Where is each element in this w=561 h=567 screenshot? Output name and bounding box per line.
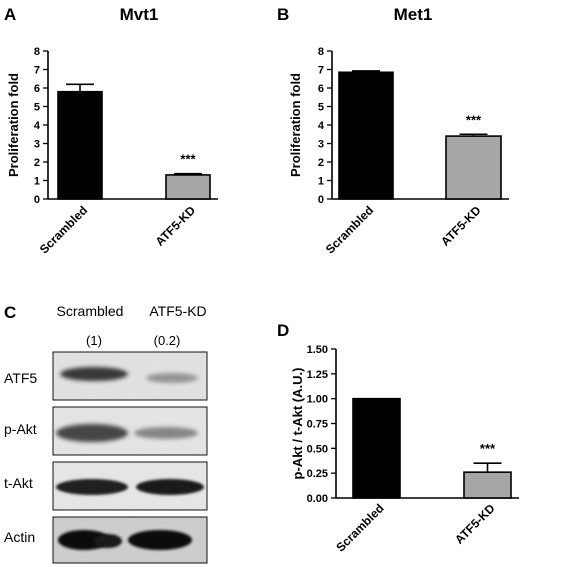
blot-row-takt: t-Akt xyxy=(4,475,33,491)
bar-mvt1-0-1 xyxy=(165,174,211,200)
panel-label-a: A xyxy=(4,5,16,24)
category-label-met1-1-1: ATF5-KD xyxy=(438,203,484,249)
category-label-mvt1-0-1: ATF5-KD xyxy=(153,203,199,249)
bar-mvt1-0-0 xyxy=(57,90,103,200)
y-tick-label-mvt1-0-4: 4 xyxy=(34,120,41,132)
y-tick-label-mvt1-0-7: 7 xyxy=(34,65,40,77)
y-tick-label-chart-2-0: 0.00 xyxy=(307,493,328,505)
blot-strip-actin xyxy=(52,516,208,564)
y-tick-label-met1-1-1: 1 xyxy=(318,176,324,188)
y-tick-label-mvt1-0-3: 3 xyxy=(34,139,40,151)
blot-column-atf5kd: ATF5-KD xyxy=(149,303,206,319)
y-tick-label-mvt1-0-5: 5 xyxy=(34,102,40,114)
blot-strip-takt xyxy=(52,461,208,511)
blot-strip-atf5 xyxy=(52,351,208,401)
y-tick-label-chart-2-6: 1.50 xyxy=(307,344,328,356)
y-tick-label-met1-1-3: 3 xyxy=(318,139,324,151)
y-tick-label-mvt1-0-1: 1 xyxy=(34,176,40,188)
chart-pakt-ratio: p-Akt / t-Akt (A.U.) 0.00 0.25 0.50 0.75 1.00… xyxy=(290,344,519,555)
y-tick-label-chart-2-4: 1.00 xyxy=(307,394,328,406)
blot-row-atf5: ATF5 xyxy=(4,370,37,386)
y-tick-label-mvt1-0-2: 2 xyxy=(34,157,40,169)
bar-chart-2-0 xyxy=(352,397,401,499)
y-tick-label-met1-1-6: 6 xyxy=(318,83,324,95)
western-blot: Scrambled ATF5-KD (1) (0.2) ATF5 p-Akt t… xyxy=(4,303,208,564)
blot-ratio-scrambled: (1) xyxy=(86,333,102,348)
blot-strip-pakt xyxy=(52,406,208,456)
panel-label-d: D xyxy=(277,321,289,340)
y-tick-label-met1-1-0: 0 xyxy=(318,194,324,206)
blot-ratio-atf5kd: (0.2) xyxy=(154,333,181,348)
significance-mvt1-0-1: *** xyxy=(180,152,196,167)
bar-met1-1-0 xyxy=(338,71,394,200)
y-tick-label-met1-1-4: 4 xyxy=(318,120,325,132)
chart-mvt1: Mvt1 Proliferation fold 0 1 2 3 4 5 6 7 8 Scrambled… xyxy=(6,5,218,257)
y-tick-label-met1-1-2: 2 xyxy=(318,157,324,169)
y-axis-label-mvt1-0: Proliferation fold xyxy=(6,73,21,177)
y-tick-label-chart-2-5: 1.25 xyxy=(307,369,328,381)
y-tick-label-chart-2-3: 0.75 xyxy=(307,419,328,431)
chart-title-mvt1-0: Mvt1 xyxy=(120,5,159,24)
blot-row-pakt: p-Akt xyxy=(4,421,37,437)
y-tick-label-met1-1-8: 8 xyxy=(318,46,324,58)
category-label-chart-2-1: ATF5-KD xyxy=(452,501,498,547)
chart-title-met1-1: Met1 xyxy=(394,5,433,24)
y-tick-label-met1-1-7: 7 xyxy=(318,65,324,77)
category-label-chart-2-0: Scrambled xyxy=(333,501,386,554)
y-tick-label-mvt1-0-0: 0 xyxy=(34,194,40,206)
y-axis-label-chart-2: p-Akt / t-Akt (A.U.) xyxy=(290,368,305,480)
significance-chart-2-1: *** xyxy=(480,441,496,456)
bar-chart-2-1 xyxy=(463,471,512,499)
y-tick-label-met1-1-5: 5 xyxy=(318,102,324,114)
category-label-met1-1-0: Scrambled xyxy=(323,203,376,256)
y-tick-label-mvt1-0-6: 6 xyxy=(34,83,40,95)
blot-column-scrambled: Scrambled xyxy=(57,303,124,319)
significance-met1-1-1: *** xyxy=(466,112,482,127)
blot-row-actin: Actin xyxy=(4,529,35,545)
y-tick-label-mvt1-0-8: 8 xyxy=(34,46,40,58)
category-label-mvt1-0-0: Scrambled xyxy=(37,203,90,256)
y-axis-label-met1-1: Proliferation fold xyxy=(288,73,303,177)
y-tick-label-chart-2-1: 0.25 xyxy=(307,468,328,480)
panel-label-b: B xyxy=(277,5,289,24)
y-tick-label-chart-2-2: 0.50 xyxy=(307,443,328,455)
bar-met1-1-1 xyxy=(445,135,502,200)
panel-label-c: C xyxy=(4,303,16,322)
chart-met1: Met1 Proliferation fold 0 1 2 3 4 5 6 7 8 Scrambled… xyxy=(288,5,509,257)
